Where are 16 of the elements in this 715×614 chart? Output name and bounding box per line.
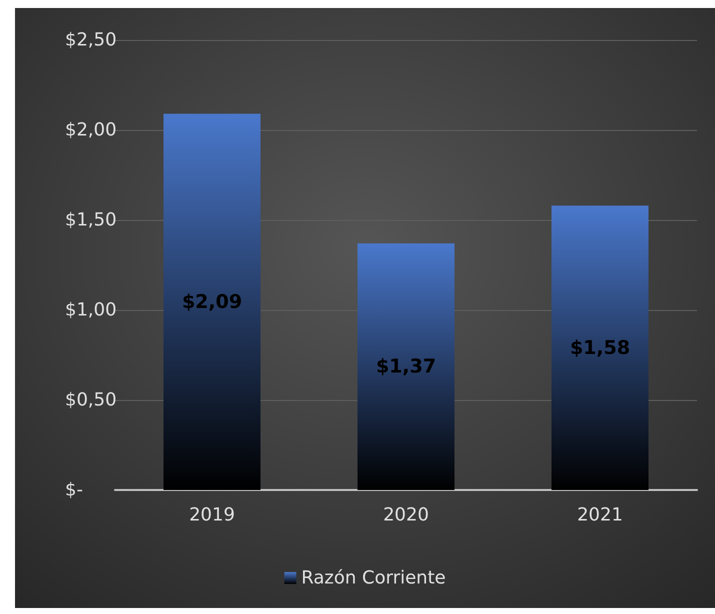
y-tick-label: $1,50: [65, 210, 117, 230]
data-label: $1,37: [376, 356, 436, 378]
data-label: $1,58: [570, 336, 630, 359]
bar: [358, 243, 454, 490]
x-tick-label: 2020: [383, 504, 429, 526]
y-tick-label: $0,50: [65, 390, 117, 410]
bar: [164, 114, 260, 490]
y-tick-label: $2,50: [65, 30, 117, 50]
y-tick-label: $-: [65, 480, 83, 500]
y-tick-label: $2,00: [65, 120, 117, 140]
bar: [552, 206, 648, 490]
x-tick-label: 2021: [577, 504, 623, 526]
x-tick-label: 2019: [189, 504, 235, 526]
legend-label: Razón Corriente: [301, 568, 446, 588]
y-tick-label: $1,00: [65, 300, 117, 320]
data-label: $2,09: [182, 290, 242, 313]
